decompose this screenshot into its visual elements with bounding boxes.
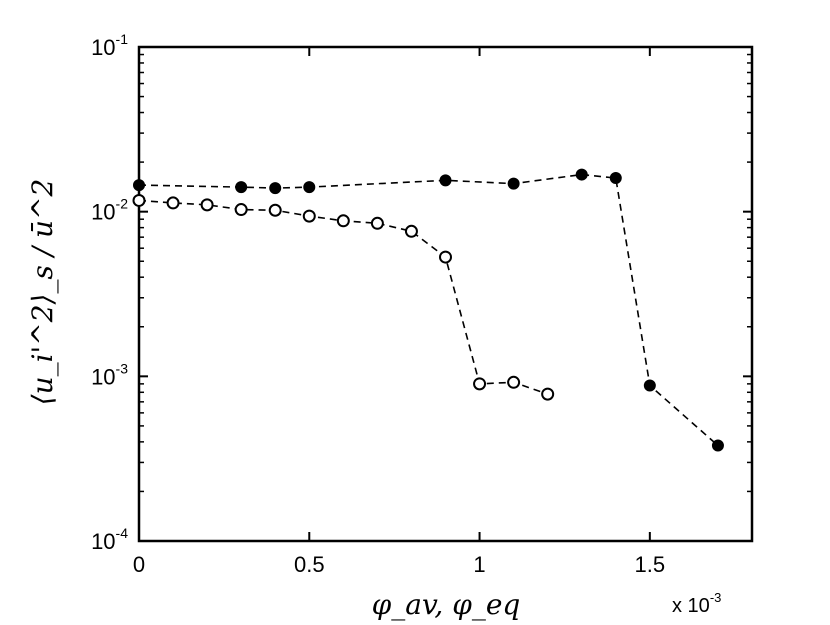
y-tick-exponent: -3 bbox=[116, 360, 129, 376]
ticks: 0 0.5 1 1.510-110-210-310-4 bbox=[91, 31, 752, 577]
axes-frame bbox=[137, 45, 754, 543]
data-point-open bbox=[302, 209, 316, 223]
x-tick-label: 0.5 bbox=[294, 552, 325, 577]
y-axis-label: ⟨u_i'^2⟩_s / ū^2 bbox=[26, 179, 59, 406]
data-point-open bbox=[370, 216, 384, 230]
series-filled bbox=[133, 168, 724, 452]
data-point-filled bbox=[303, 181, 316, 194]
x-scale-note: x 10-3 bbox=[672, 590, 721, 617]
data-point-open bbox=[336, 214, 350, 228]
data-point-open bbox=[268, 203, 282, 217]
x-tick-label: 1.5 bbox=[635, 552, 666, 577]
x-tick-label: 0 bbox=[133, 552, 145, 577]
y-tick-label: 10-1 bbox=[91, 31, 128, 60]
data-point-open bbox=[234, 203, 248, 217]
data-point-filled bbox=[609, 172, 622, 185]
data-point-open bbox=[473, 377, 487, 391]
y-tick-base: 10 bbox=[91, 200, 115, 225]
y-tick-base: 10 bbox=[91, 529, 115, 554]
y-tick-label: 10-4 bbox=[91, 525, 128, 554]
series-layer bbox=[132, 168, 724, 452]
y-tick-exponent: -4 bbox=[116, 525, 129, 541]
y-tick-exponent: -1 bbox=[116, 31, 129, 47]
data-point-open bbox=[166, 196, 180, 210]
data-point-open bbox=[439, 250, 452, 264]
data-point-open bbox=[200, 198, 214, 212]
data-point-filled bbox=[643, 379, 656, 392]
x-axis-label: φ_av, φ_eq bbox=[372, 588, 521, 621]
data-point-open bbox=[404, 224, 418, 238]
y-tick-label: 10-3 bbox=[91, 360, 128, 389]
series-line bbox=[138, 199, 548, 395]
data-point-filled bbox=[269, 182, 282, 195]
data-point-open bbox=[132, 193, 146, 207]
y-tick-base: 10 bbox=[91, 364, 115, 389]
series-line bbox=[138, 173, 719, 447]
plot-frame bbox=[137, 45, 754, 543]
data-point-filled bbox=[235, 181, 248, 194]
x-scale-exponent: -3 bbox=[710, 590, 722, 605]
data-point-open bbox=[507, 375, 521, 389]
y-tick-base: 10 bbox=[91, 35, 115, 60]
data-point-filled bbox=[439, 174, 452, 187]
series-open bbox=[132, 193, 555, 401]
y-tick-exponent: -2 bbox=[116, 196, 129, 212]
data-point-filled bbox=[711, 439, 724, 452]
y-tick-label: 10-2 bbox=[91, 196, 128, 225]
x-tick-label: 1 bbox=[473, 552, 485, 577]
labels: ⟨u_i'^2⟩_s / ū^2 φ_av, φ_eq x 10-3 bbox=[26, 179, 721, 621]
data-point-filled bbox=[575, 168, 588, 181]
data-point-filled bbox=[133, 179, 145, 192]
data-point-open bbox=[541, 387, 555, 401]
data-point-filled bbox=[507, 177, 520, 190]
x-scale-multiplier: x 10 bbox=[672, 595, 710, 617]
